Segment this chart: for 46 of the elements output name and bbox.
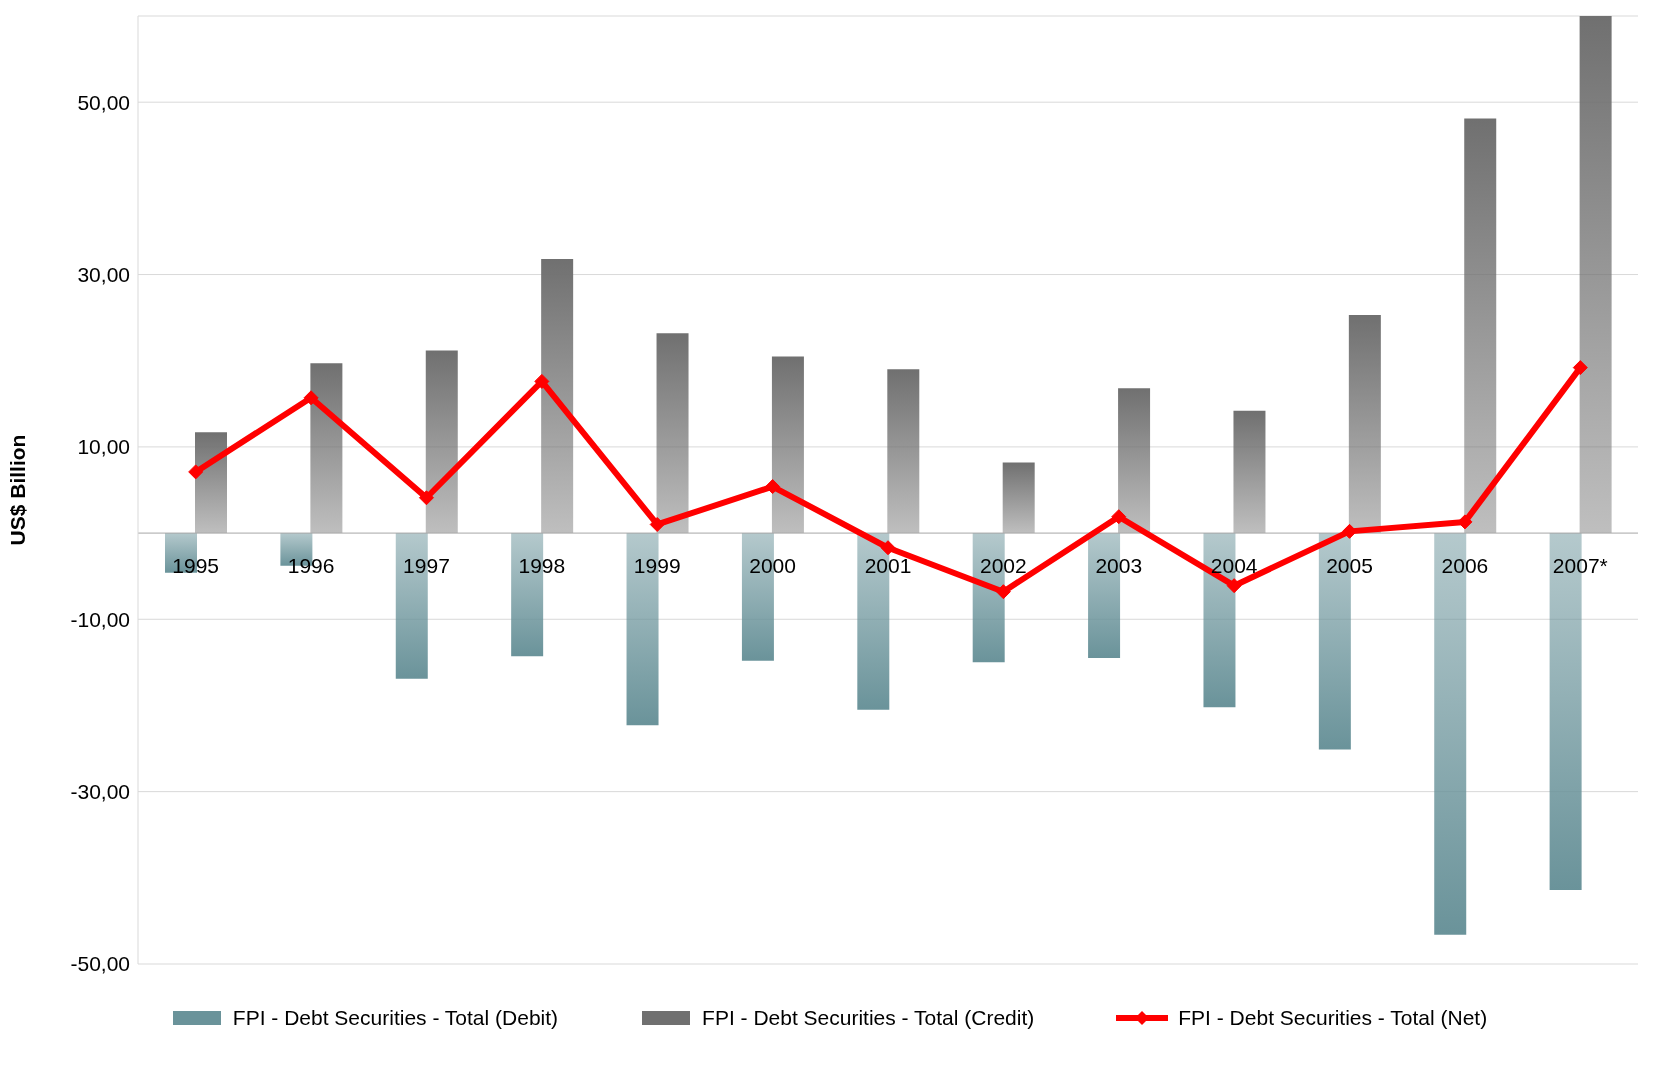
bar <box>1233 410 1266 534</box>
y-tick-label: 10,00 <box>77 435 130 459</box>
bar <box>195 432 227 534</box>
point <box>418 490 434 506</box>
x-tick-label: 1996 <box>287 554 335 578</box>
point <box>880 540 896 556</box>
y-tick-label: 50,00 <box>77 90 130 114</box>
x-tick-label: 2000 <box>749 554 796 578</box>
x-tick-label: 2006 <box>1441 554 1489 578</box>
x-tick-label: 2003 <box>1095 554 1143 578</box>
x-tick-label: 2004 <box>1210 554 1258 578</box>
x-tick-label: 1999 <box>633 554 681 578</box>
x-tick-label: 2005 <box>1326 554 1373 578</box>
point <box>303 390 319 406</box>
point <box>995 584 1011 600</box>
point <box>765 479 781 495</box>
y-axis-title: US$ Billion <box>6 434 30 546</box>
y-tick-label: -50,00 <box>70 952 130 976</box>
y-tick-label: -30,00 <box>70 780 130 804</box>
legend-label: FPI - Debt Securities - Total (Debit) <box>232 1006 559 1030</box>
point <box>1457 514 1473 530</box>
x-tick-label: 2002 <box>980 554 1027 578</box>
bar <box>1002 462 1035 534</box>
point <box>188 464 204 480</box>
bar <box>771 356 804 534</box>
x-tick-label: 2007* <box>1552 554 1608 578</box>
bar <box>656 333 689 534</box>
bar <box>1118 388 1151 534</box>
bar <box>541 259 574 534</box>
y-tick-label: 30,00 <box>77 263 130 286</box>
point <box>534 373 550 389</box>
point <box>1572 360 1588 376</box>
x-tick-label: 1998 <box>518 554 566 578</box>
point <box>1111 509 1127 525</box>
x-tick-label: 2001 <box>864 554 912 578</box>
y-tick-label: -10,00 <box>70 607 130 631</box>
legend-label: FPI - Debt Securities - Total (Credit) <box>702 1006 1035 1030</box>
bar <box>425 350 458 534</box>
point <box>1226 578 1242 594</box>
bar <box>887 369 920 534</box>
legend-label: FPI - Debt Securities - Total (Net) <box>1178 1006 1488 1030</box>
bar <box>310 363 343 534</box>
x-tick-label: 1997 <box>403 554 450 578</box>
point <box>649 516 665 532</box>
bar <box>1464 118 1497 534</box>
bar <box>1579 16 1612 534</box>
